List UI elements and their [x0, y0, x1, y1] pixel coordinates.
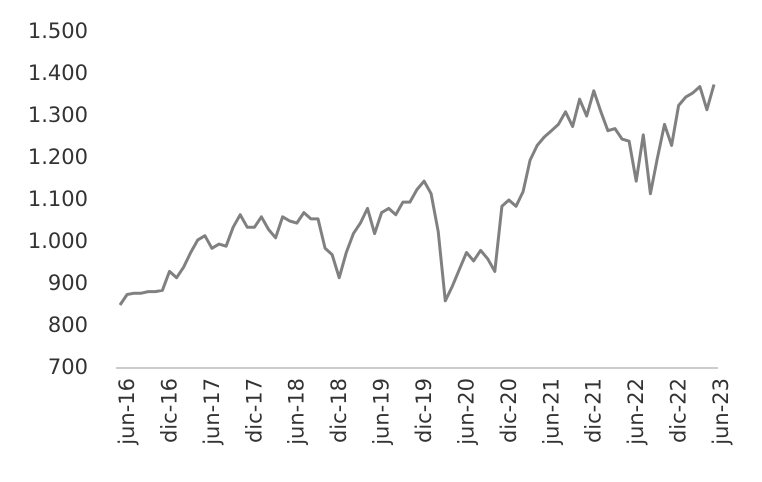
y-tick-label: 900	[48, 271, 88, 295]
x-tick-label: dic-16	[157, 378, 181, 443]
x-tick-label: jun-19	[370, 378, 394, 446]
y-tick-label: 1.000	[28, 229, 88, 253]
data-line	[118, 84, 716, 306]
y-tick-label: 700	[48, 355, 88, 379]
x-tick-label: jun-20	[454, 378, 478, 446]
x-tick-label: dic-22	[667, 378, 691, 443]
x-tick-label: jun-18	[285, 378, 309, 446]
x-tick-label: jun-22	[624, 378, 648, 446]
x-tick-label: jun-21	[539, 378, 563, 446]
y-tick-label: 1.100	[28, 187, 88, 211]
x-tick-label: dic-19	[412, 378, 436, 443]
y-tick-label: 1.300	[28, 103, 88, 127]
y-tick-label: 1.400	[28, 61, 88, 85]
x-tick-label: dic-17	[242, 378, 266, 443]
y-tick-label: 1.500	[28, 19, 88, 43]
x-tick-label: jun-17	[200, 378, 224, 446]
x-tick-label: jun-16	[115, 378, 139, 446]
x-tick-label: dic-18	[327, 378, 351, 443]
x-tick-label: dic-21	[582, 378, 606, 443]
y-tick-label: 1.200	[28, 145, 88, 169]
x-tick-label: dic-20	[497, 378, 521, 443]
x-tick-label: jun-23	[709, 378, 733, 446]
y-tick-label: 800	[48, 313, 88, 337]
